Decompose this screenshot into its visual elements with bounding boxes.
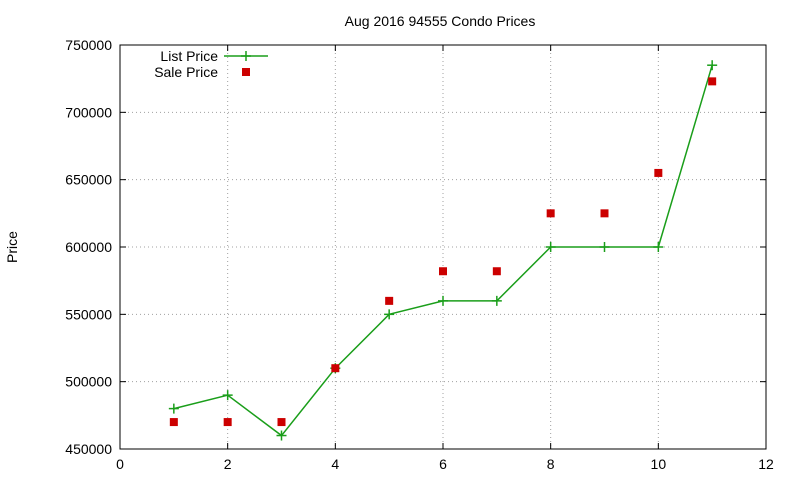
sale-price-point	[708, 77, 717, 86]
list-price-point	[168, 403, 179, 414]
legend-sample-marker	[242, 68, 250, 76]
list-price-point	[384, 309, 395, 320]
sale-price-point	[277, 418, 286, 427]
y-tick-label: 450000	[65, 441, 112, 457]
x-tick-label: 8	[547, 456, 555, 472]
grid-lines	[120, 45, 766, 449]
sale-price-point	[546, 209, 555, 218]
list-price-point	[438, 295, 448, 306]
y-tick-label: 600000	[65, 239, 112, 255]
list-price-point	[653, 242, 664, 252]
list-price-point	[599, 242, 610, 252]
list-price-point	[545, 242, 556, 252]
x-tick-label: 6	[439, 456, 447, 472]
list-price-line	[173, 64, 713, 437]
x-tick-label: 12	[758, 456, 774, 472]
list-price-point	[491, 295, 502, 306]
axes: 0 2 4 6 8 10 12 450000 500000 550000 600000 650000 7…	[65, 37, 774, 472]
chart-title: Aug 2016 94555 Condo Prices	[345, 13, 536, 29]
sale-price-point	[492, 267, 501, 276]
y-tick-label: 700000	[65, 104, 112, 120]
y-axis-label: Price	[4, 231, 20, 263]
list-price-point	[276, 430, 287, 441]
sale-price-point	[169, 418, 178, 427]
x-tick-label: 2	[224, 456, 232, 472]
x-tick-label: 0	[116, 456, 124, 472]
sale-price-point	[223, 418, 232, 427]
series-layer	[168, 60, 718, 441]
x-tick-label: 4	[331, 456, 339, 472]
y-tick-label: 500000	[65, 374, 112, 390]
y-tick-label: 650000	[65, 172, 112, 188]
sale-price-point	[331, 364, 340, 373]
list-price-point	[222, 390, 233, 401]
y-tick-label: 550000	[65, 306, 112, 322]
y-tick-label: 750000	[65, 37, 112, 53]
legend-label: Sale Price	[154, 64, 218, 80]
sale-price-point	[385, 296, 394, 305]
series-sale-price	[169, 77, 717, 427]
sale-price-point	[654, 168, 663, 177]
legend-label: List Price	[160, 48, 218, 64]
legend-sample-marker	[241, 51, 251, 61]
list-price-point	[707, 60, 718, 71]
sale-price-point	[600, 209, 609, 218]
sale-price-point	[439, 267, 447, 276]
x-tick-label: 10	[651, 456, 667, 472]
